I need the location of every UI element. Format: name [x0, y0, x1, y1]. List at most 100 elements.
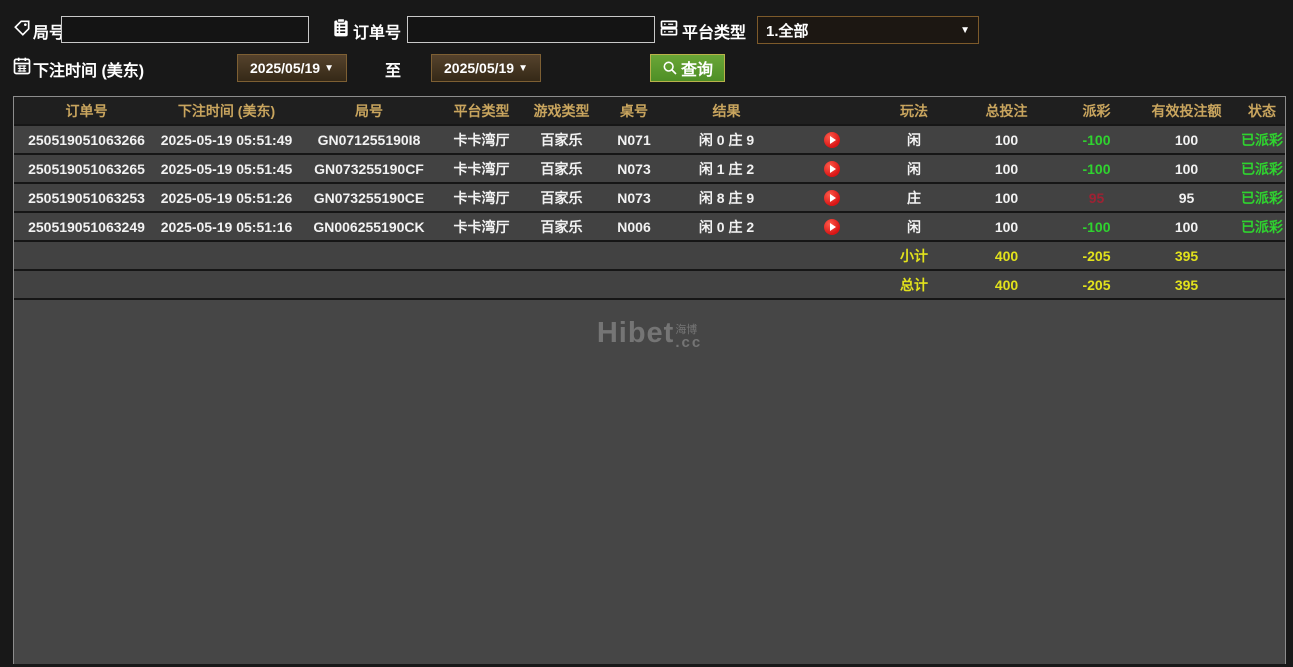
- cell-payout: -100: [1082, 218, 1111, 235]
- cell-platform: 卡卡湾厅: [453, 131, 510, 148]
- table-row: 250519051063249 2025-05-19 05:51:16 GN00…: [14, 213, 1285, 242]
- cell-payout: -100: [1082, 160, 1111, 177]
- cell-game-type: 百家乐: [540, 189, 583, 206]
- subtotal-valid-bet: 395: [1174, 247, 1199, 264]
- search-icon: [662, 60, 678, 76]
- date-from-value: 2025/05/19: [250, 60, 321, 76]
- query-button[interactable]: 查询: [650, 54, 725, 82]
- col-game-no: 局号: [355, 102, 383, 119]
- cell-platform: 卡卡湾厅: [453, 189, 510, 206]
- cell-result: 闲 0 庄 2: [698, 218, 755, 235]
- col-platform: 平台类型: [453, 102, 510, 119]
- cell-order-no: 250519051063253: [28, 189, 145, 206]
- platform-type-value: 1.全部: [766, 22, 809, 40]
- cell-game-type: 百家乐: [540, 131, 583, 148]
- status-badge: 已派彩: [1241, 189, 1283, 206]
- cell-table-no: N073: [617, 160, 651, 177]
- chevron-down-icon: ▼: [324, 62, 334, 74]
- total-row: 总计 400 -205 395: [14, 271, 1285, 300]
- cell-game-type: 百家乐: [540, 160, 583, 177]
- replay-icon[interactable]: [823, 189, 840, 206]
- cell-total-bet: 100: [994, 189, 1019, 206]
- col-valid-bet: 有效投注额: [1151, 102, 1222, 119]
- status-badge: 已派彩: [1241, 160, 1283, 177]
- col-game-type: 游戏类型: [533, 102, 590, 119]
- cell-play: 闲: [907, 160, 921, 177]
- total-payout: -205: [1082, 276, 1111, 293]
- watermark-cn: 海博: [675, 323, 698, 336]
- bet-time-label: 下注时间 (美东): [33, 63, 145, 80]
- col-total-bet: 总投注: [985, 102, 1028, 119]
- cell-result: 闲 0 庄 9: [698, 131, 755, 148]
- chevron-down-icon: ▼: [518, 62, 528, 74]
- replay-icon[interactable]: [823, 131, 840, 148]
- cell-bet-time: 2025-05-19 05:51:49: [160, 131, 293, 148]
- game-no-input[interactable]: [61, 16, 309, 43]
- platform-type-label: 平台类型: [682, 25, 747, 42]
- cell-valid-bet: 100: [1174, 131, 1199, 148]
- cell-game-no: GN071255190I8: [317, 131, 421, 148]
- clipboard-icon: [331, 18, 351, 38]
- cell-game-no: GN073255190CE: [313, 189, 425, 206]
- col-bet-time: 下注时间 (美东): [177, 102, 276, 119]
- table-row: 250519051063253 2025-05-19 05:51:26 GN07…: [14, 184, 1285, 213]
- col-table-no: 桌号: [620, 102, 648, 119]
- cell-game-no: GN006255190CK: [313, 218, 425, 235]
- table-header-row: 订单号 下注时间 (美东) 局号 平台类型 游戏类型 桌号 结果 玩法 总投注 …: [14, 97, 1285, 126]
- hibet-watermark-logo: Hibet 海博 .cc: [14, 317, 1285, 350]
- chevron-down-icon: ▼: [960, 24, 970, 36]
- cell-valid-bet: 100: [1174, 218, 1199, 235]
- cell-total-bet: 100: [994, 131, 1019, 148]
- col-order-no: 订单号: [65, 102, 108, 119]
- total-label: 总计: [900, 276, 928, 293]
- cell-payout: 95: [1088, 189, 1105, 206]
- cell-valid-bet: 95: [1178, 189, 1195, 206]
- watermark-suffix: .cc: [675, 334, 703, 351]
- bet-records-panel: 订单号 下注时间 (美东) 局号 平台类型 游戏类型 桌号 结果 玩法 总投注 …: [13, 96, 1286, 664]
- replay-icon[interactable]: [823, 218, 840, 235]
- col-result: 结果: [712, 102, 741, 119]
- date-from-picker[interactable]: 2025/05/19 ▼: [237, 54, 347, 82]
- order-no-input[interactable]: [407, 16, 655, 43]
- date-to-picker[interactable]: 2025/05/19 ▼: [431, 54, 541, 82]
- cell-table-no: N071: [617, 131, 651, 148]
- subtotal-payout: -205: [1082, 247, 1111, 264]
- filter-bar: 局号 订单号 平台类型 1.全部 ▼: [0, 0, 1293, 96]
- col-status: 状态: [1248, 102, 1276, 119]
- order-no-label: 订单号: [353, 25, 402, 42]
- col-payout: 派彩: [1082, 102, 1111, 119]
- cell-result: 闲 1 庄 2: [698, 160, 755, 177]
- cell-table-no: N006: [617, 218, 651, 235]
- cell-bet-time: 2025-05-19 05:51:16: [160, 218, 293, 235]
- table-row: 250519051063266 2025-05-19 05:51:49 GN07…: [14, 126, 1285, 155]
- cell-order-no: 250519051063266: [28, 131, 145, 148]
- calendar-icon: [12, 56, 32, 76]
- cell-total-bet: 100: [994, 218, 1019, 235]
- cell-play: 庄: [907, 189, 921, 206]
- cell-table-no: N073: [617, 189, 651, 206]
- cell-valid-bet: 100: [1174, 160, 1199, 177]
- cell-bet-time: 2025-05-19 05:51:26: [160, 189, 293, 206]
- total-valid-bet: 395: [1174, 276, 1199, 293]
- date-to-value: 2025/05/19: [444, 60, 515, 76]
- cell-result: 闲 8 庄 9: [698, 189, 755, 206]
- status-badge: 已派彩: [1241, 218, 1283, 235]
- cell-payout: -100: [1082, 131, 1111, 148]
- col-play: 玩法: [900, 102, 928, 119]
- cell-order-no: 250519051063249: [28, 218, 145, 235]
- to-label: 至: [385, 63, 402, 80]
- cell-bet-time: 2025-05-19 05:51:45: [160, 160, 293, 177]
- server-icon: [659, 18, 679, 38]
- subtotal-total-bet: 400: [994, 247, 1019, 264]
- cell-game-no: GN073255190CF: [314, 160, 424, 177]
- cell-platform: 卡卡湾厅: [453, 160, 510, 177]
- cell-game-type: 百家乐: [540, 218, 583, 235]
- status-badge: 已派彩: [1241, 131, 1283, 148]
- subtotal-row: 小计 400 -205 395: [14, 242, 1285, 271]
- platform-type-select[interactable]: 1.全部 ▼: [757, 16, 979, 44]
- cell-play: 闲: [907, 218, 921, 235]
- cell-play: 闲: [907, 131, 921, 148]
- replay-icon[interactable]: [823, 160, 840, 177]
- total-total-bet: 400: [994, 276, 1019, 293]
- watermark-brand: Hibet: [596, 317, 675, 349]
